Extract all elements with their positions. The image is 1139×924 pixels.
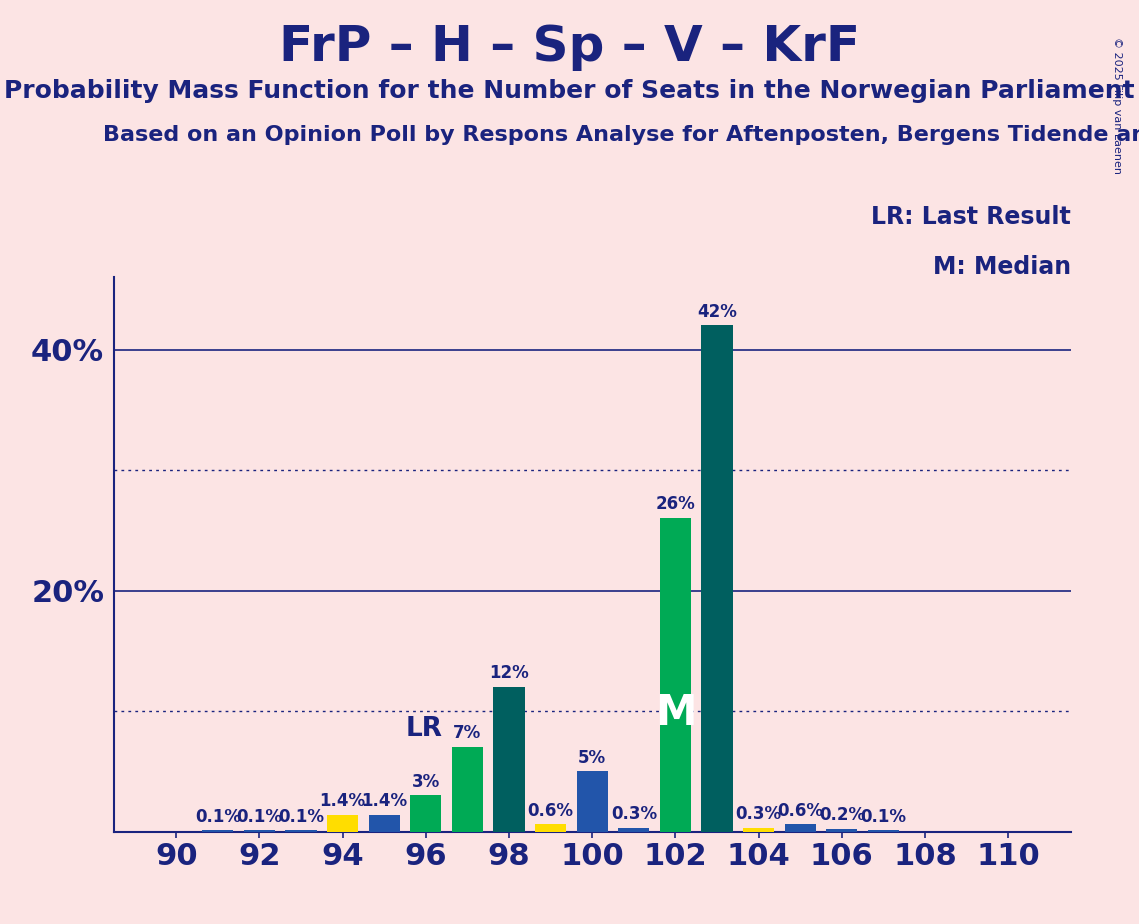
Text: FrP – H – Sp – V – KrF: FrP – H – Sp – V – KrF [279,23,860,71]
Text: 7%: 7% [453,724,482,742]
Bar [576,772,608,832]
Text: 0.1%: 0.1% [278,808,325,825]
Bar [702,325,732,832]
Text: LR: LR [405,716,443,742]
Text: 0.6%: 0.6% [777,801,823,820]
Bar [244,831,276,832]
Text: 0.1%: 0.1% [237,808,282,825]
Bar [327,815,359,832]
Text: 0.3%: 0.3% [611,805,657,823]
Text: LR: Last Result: LR: Last Result [871,205,1071,229]
Bar [452,748,483,832]
Bar [618,828,649,832]
Text: M: Median: M: Median [933,255,1071,279]
Bar [286,831,317,832]
Bar [410,796,442,832]
Bar [493,687,525,832]
Text: 0.2%: 0.2% [819,807,865,824]
Text: 12%: 12% [490,664,528,682]
Text: © 2025 Filip van Laenen: © 2025 Filip van Laenen [1112,37,1122,174]
Text: 1.4%: 1.4% [361,792,408,810]
Text: 5%: 5% [579,748,606,767]
Text: M: M [655,691,696,734]
Bar [743,828,775,832]
Text: 0.1%: 0.1% [195,808,240,825]
Text: 0.3%: 0.3% [736,805,781,823]
Bar [535,824,566,832]
Bar [659,518,691,832]
Bar [369,815,400,832]
Text: 0.1%: 0.1% [860,808,907,825]
Bar [868,831,899,832]
Bar [826,829,858,832]
Bar [203,831,233,832]
Text: 42%: 42% [697,302,737,321]
Text: 3%: 3% [412,772,440,791]
Text: Based on an Opinion Poll by Respons Analyse for Aftenposten, Bergens Tidende and: Based on an Opinion Poll by Respons Anal… [103,125,1139,145]
Text: Probability Mass Function for the Number of Seats in the Norwegian Parliament: Probability Mass Function for the Number… [5,79,1134,103]
Text: 0.6%: 0.6% [527,801,574,820]
Text: 26%: 26% [656,495,695,514]
Text: 1.4%: 1.4% [320,792,366,810]
Bar [785,824,816,832]
